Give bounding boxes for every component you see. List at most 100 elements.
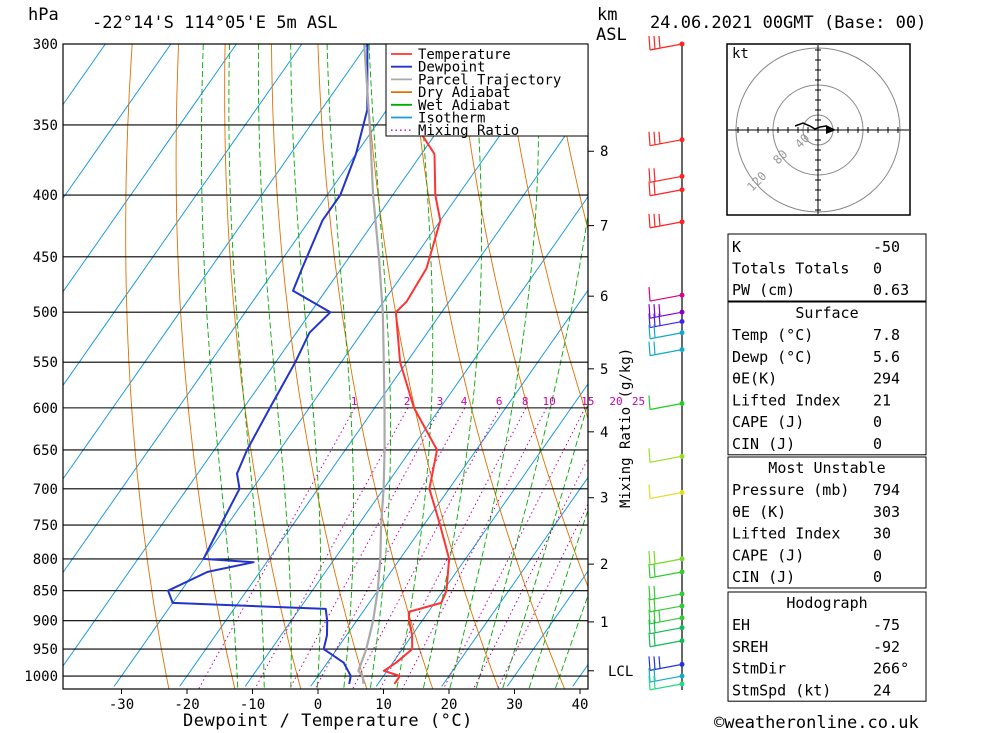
x-tick-label: 30 (506, 697, 523, 713)
pressure-tick-label: 650 (33, 443, 58, 459)
index-row-value: 0.63 (873, 281, 909, 299)
wind-barb-flag (648, 656, 651, 671)
legend-label: Dry Adiabat (418, 85, 511, 101)
most-unstable-section-row-label: Lifted Index (732, 525, 840, 543)
wind-barb-flag (653, 597, 656, 612)
wind-barb-flag (653, 324, 656, 338)
legend-label: Mixing Ratio (418, 123, 519, 139)
wet-adiabat-line (554, 594, 588, 689)
pressure-tick-label: 400 (33, 188, 58, 204)
mixing-ratio-labels: 1 2 3 4 6 8 10 15 20 25 (351, 395, 645, 408)
wind-barb-flag (658, 656, 661, 669)
wind-barb-staff (649, 402, 683, 411)
pressure-tick-label: 750 (33, 518, 58, 534)
wet-adiabat-line (257, 44, 292, 689)
x-tick-label: 20 (441, 697, 458, 713)
surface-section-row-label: CAPE (J) (732, 413, 804, 431)
wind-barb-flag (648, 213, 651, 228)
most-unstable-section-title: Most Unstable (768, 459, 885, 477)
hodograph-section-row-value: 266° (873, 660, 909, 678)
mixing-ratio-axis-title: Mixing Ratio (g/kg) (618, 348, 634, 508)
wind-barb-flag (653, 341, 656, 355)
pressure-tick-label: 600 (33, 401, 58, 417)
pressure-tick-label: 850 (33, 584, 58, 600)
wet-adiabat-line (396, 44, 434, 689)
mixing-ratio-label: 3 (437, 395, 444, 408)
km-tick-label: 7 (600, 219, 608, 235)
mixing-ratio-label: 25 (632, 395, 645, 408)
pressure-tick-label: 500 (33, 305, 58, 321)
mixing-ratio-line (472, 457, 588, 689)
wind-barb-flag (653, 304, 656, 318)
wind-profile (648, 35, 685, 691)
x-tick-label: 0 (314, 697, 322, 713)
mixing-ratio-line (352, 407, 501, 689)
x-tick-label: 10 (375, 697, 392, 713)
wind-barb-flag (648, 550, 651, 565)
wet-adiabat-line (422, 44, 482, 689)
height-unit-asl: ASL (596, 25, 627, 45)
km-tick-label: 3 (600, 491, 608, 507)
surface-section-row-value: 5.6 (873, 348, 900, 366)
pressure-axis: 300 350 400 450 500 550 600 650 700 750 800 850 900 9… (24, 37, 58, 685)
temperature-line (382, 44, 451, 685)
parcel-trajectory-line (357, 44, 386, 685)
wind-barb-flag (648, 35, 651, 51)
most-unstable-section-row-value: 303 (873, 503, 900, 521)
km-tick-label: LCL (608, 664, 633, 680)
wind-barb-flag (653, 656, 656, 670)
wind-barb-flag (653, 563, 656, 578)
wind-barb-staff (649, 455, 683, 463)
hodograph-unit: kt (732, 46, 749, 62)
mixing-ratio-label: 6 (496, 395, 503, 408)
mixing-ratio-line (379, 407, 527, 689)
mixing-ratio-label: 1 (351, 395, 358, 408)
surface-section-row-value: 0 (873, 435, 882, 453)
km-tick-label: 5 (600, 362, 608, 378)
wind-barb-flag (658, 609, 661, 623)
hodograph-section-row-value: 24 (873, 681, 891, 699)
x-axis-title: Dewpoint / Temperature (°C) (183, 711, 473, 731)
mixing-ratio-line (496, 503, 588, 689)
most-unstable-section-row-label: θE (K) (732, 503, 786, 521)
dry-adiabat-line (363, 44, 500, 689)
most-unstable-section-row-label: CIN (J) (732, 568, 795, 586)
wind-barb-flag (648, 597, 651, 612)
wind-barb-flag (648, 313, 651, 328)
surface-section-title: Surface (795, 304, 858, 322)
plot-frame (62, 43, 589, 690)
mixing-ratio-line (254, 407, 409, 689)
isotherm-line (63, 44, 303, 387)
surface-section-row-label: θE(K) (732, 370, 777, 388)
wind-barb-flag (648, 619, 651, 634)
wind-barb-flag (653, 585, 656, 599)
isotherm-line (63, 44, 172, 200)
wind-barb-flag (653, 675, 656, 689)
mixing-ratio-line (288, 407, 442, 689)
most-unstable-section-box (727, 456, 927, 589)
wind-barb-flag (658, 304, 661, 317)
wind-barb-flag (648, 563, 651, 578)
km-tick-label: 6 (600, 289, 608, 305)
wind-barb-flag (648, 341, 651, 356)
dry-adiabat-line (503, 44, 588, 421)
copyright-footer: ©weatheronline.co.uk (714, 713, 919, 733)
mixing-ratio-line (442, 407, 586, 689)
legend-label: Wet Adiabat (418, 98, 511, 114)
height-axis: 8 7 6 5 4 3 2 1 LCL (588, 144, 633, 680)
surface-section-row-value: 7.8 (873, 326, 900, 344)
pressure-tick-label: 800 (33, 552, 58, 568)
dry-adiabat-line (954, 8, 1000, 697)
most-unstable-section-row-value: 794 (873, 481, 900, 499)
dry-adiabat-line (317, 44, 434, 689)
wind-barb-flag (648, 484, 651, 499)
km-tick-label: 1 (600, 615, 608, 631)
wind-barb-flag (648, 585, 651, 600)
mixing-ratio-label: 20 (609, 395, 622, 408)
wind-barb-flag (653, 168, 656, 182)
dry-adiabat-line (410, 44, 566, 689)
most-unstable-section-row-label: CAPE (J) (732, 546, 804, 564)
wind-barb-flag (658, 313, 661, 326)
legend-label: Dewpoint (418, 60, 485, 76)
